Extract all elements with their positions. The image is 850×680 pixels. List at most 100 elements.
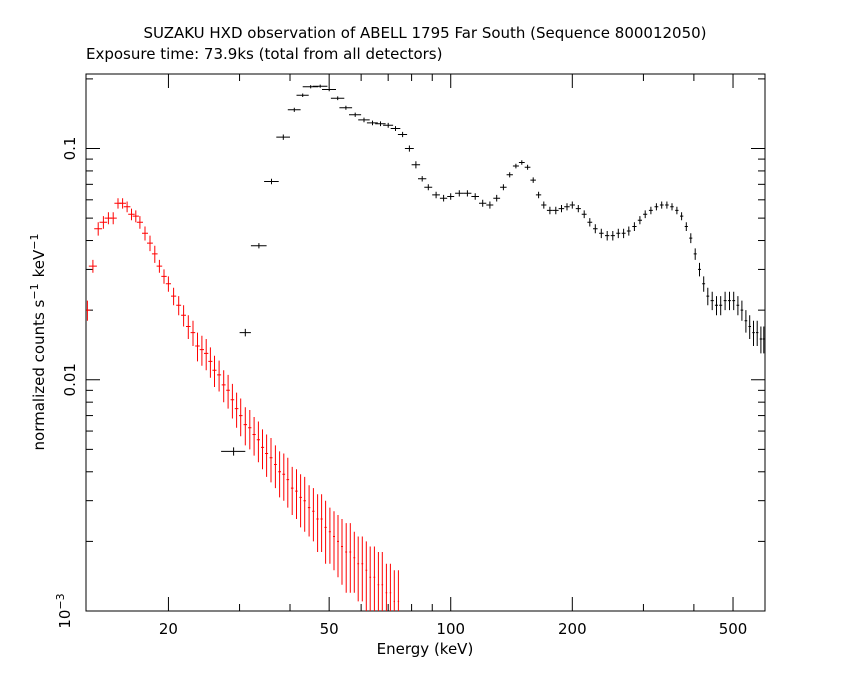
data-point <box>759 326 763 354</box>
x-tick-label: 50 <box>320 620 339 638</box>
data-point <box>680 212 684 221</box>
data-point <box>748 315 751 339</box>
data-point <box>290 466 294 515</box>
data-point <box>397 131 408 138</box>
data-point <box>286 457 290 508</box>
data-point <box>94 222 103 236</box>
data-point <box>322 87 336 92</box>
data-point <box>752 320 755 346</box>
data-point <box>740 300 744 321</box>
data-point <box>239 398 243 437</box>
y-tick-label-bottom: 10−3 <box>54 593 75 628</box>
data-point <box>393 570 395 611</box>
data-point <box>312 84 328 88</box>
data-point <box>345 523 348 593</box>
data-point <box>276 134 290 140</box>
data-point <box>486 201 494 209</box>
series-layer <box>86 84 765 611</box>
data-point <box>558 205 565 213</box>
data-point <box>670 203 674 211</box>
data-point <box>204 339 209 371</box>
y-tick-label: 0.1 <box>61 137 79 161</box>
data-point <box>287 107 301 112</box>
data-point <box>217 360 222 392</box>
data-point <box>147 235 153 252</box>
data-point <box>728 291 731 311</box>
data-point <box>165 276 171 292</box>
data-point <box>212 355 217 387</box>
data-point <box>762 326 765 354</box>
data-point <box>411 161 421 169</box>
data-point <box>569 201 575 209</box>
data-point <box>546 206 553 215</box>
data-point <box>535 191 542 199</box>
data-point <box>278 451 281 498</box>
data-point <box>119 198 126 209</box>
data-point <box>312 488 315 542</box>
data-point <box>581 210 587 219</box>
data-point <box>500 184 507 191</box>
data-point <box>307 485 311 537</box>
data-point <box>493 194 501 202</box>
data-point <box>383 122 394 128</box>
data-point <box>256 421 260 463</box>
data-point <box>195 332 200 362</box>
data-point <box>142 226 148 241</box>
data-point <box>693 248 697 260</box>
data-point <box>333 511 335 571</box>
data-point <box>357 536 360 602</box>
data-point <box>269 438 273 483</box>
data-point <box>479 199 487 207</box>
data-point <box>186 315 191 339</box>
data-point <box>337 515 339 578</box>
x-tick-label: 20 <box>159 620 178 638</box>
data-point <box>404 145 414 152</box>
data-point <box>385 563 388 611</box>
y-axis-label-exp: −1 <box>28 283 41 299</box>
data-point <box>296 93 309 97</box>
data-point <box>128 208 135 221</box>
data-point <box>324 500 327 564</box>
data-point <box>616 228 621 239</box>
data-point <box>181 305 186 327</box>
data-point <box>654 203 659 211</box>
data-point <box>320 494 323 552</box>
data-point <box>221 370 226 403</box>
data-point <box>243 407 247 446</box>
data-point <box>439 194 448 202</box>
data-point <box>377 552 380 611</box>
y-axis-label-text: normalized counts s <box>30 299 48 450</box>
data-point <box>643 210 648 219</box>
data-point <box>88 259 97 273</box>
data-point <box>176 296 182 316</box>
data-point <box>621 228 626 239</box>
data-point <box>637 216 642 225</box>
data-point <box>575 205 581 213</box>
data-point <box>702 276 706 292</box>
data-point <box>339 105 353 110</box>
data-point <box>366 120 378 126</box>
data-point <box>109 212 117 225</box>
data-point <box>221 447 246 456</box>
data-point <box>552 206 559 215</box>
data-point <box>171 287 177 306</box>
data-point <box>261 429 265 470</box>
data-point <box>369 546 372 611</box>
data-point <box>389 563 392 611</box>
data-point <box>689 233 693 244</box>
series-1 <box>221 84 765 456</box>
y-axis-label-unit-exp: −1 <box>28 234 41 250</box>
data-point <box>361 536 364 602</box>
data-point <box>161 269 167 284</box>
data-point <box>316 494 319 552</box>
x-tick-label: 500 <box>719 620 748 638</box>
data-point <box>675 206 679 215</box>
data-point <box>136 216 143 229</box>
data-point <box>230 383 235 419</box>
data-point <box>299 474 302 528</box>
data-point <box>252 417 256 456</box>
data-point <box>506 172 513 178</box>
data-point <box>282 453 286 501</box>
data-point <box>365 541 368 611</box>
data-point <box>330 96 345 101</box>
